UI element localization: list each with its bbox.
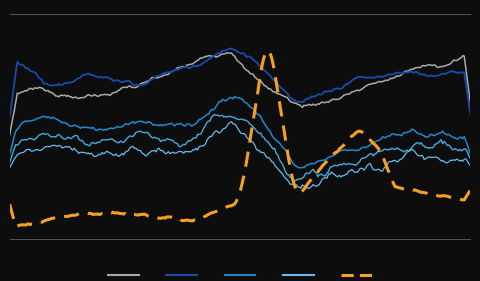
Legend: , , , , : , , , , <box>103 263 377 281</box>
